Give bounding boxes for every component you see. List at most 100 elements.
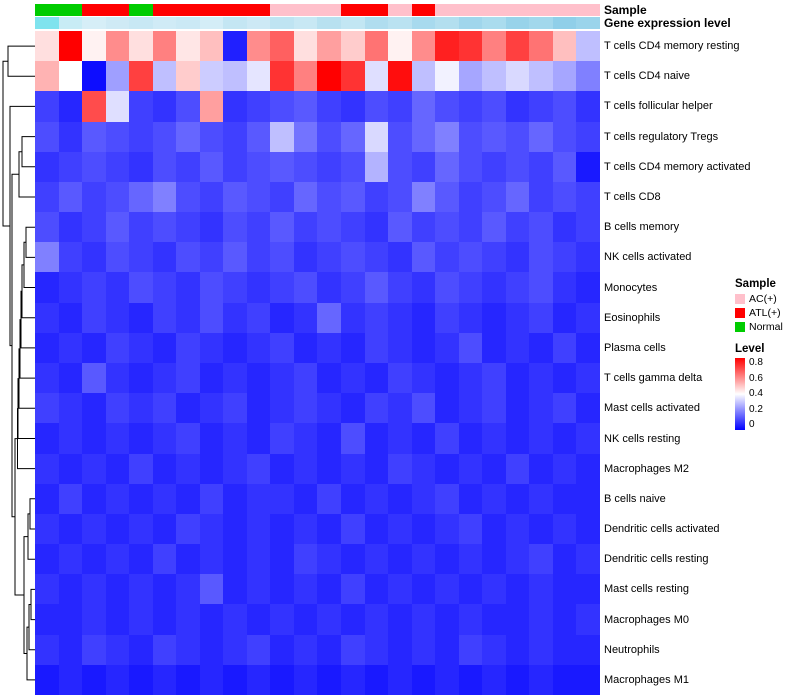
heatmap-cell <box>129 242 153 273</box>
heatmap-cell <box>199 302 224 333</box>
heatmap-cell <box>482 483 506 514</box>
row-label: Mast cells resting <box>604 583 689 596</box>
heatmap-cell <box>388 91 412 122</box>
sample-annotation-cell <box>176 4 200 16</box>
heatmap-cell <box>129 544 153 575</box>
row-label: Plasma cells <box>604 341 666 354</box>
heatmap-cell <box>293 453 318 484</box>
heatmap-cell <box>341 664 365 695</box>
expression-annotation-cell <box>199 17 224 29</box>
heatmap-cell <box>223 483 247 514</box>
heatmap-cell <box>505 664 530 695</box>
heatmap-cell <box>199 423 224 454</box>
heatmap-cell <box>246 574 271 605</box>
heatmap-cell <box>411 121 436 152</box>
heatmap-cell <box>505 544 530 575</box>
heatmap-cell <box>199 634 224 665</box>
heatmap-cell <box>388 393 412 424</box>
sample-annotation-cell <box>199 4 224 16</box>
heatmap-cell <box>552 31 577 62</box>
heatmap-cell <box>505 634 530 665</box>
heatmap-cell <box>176 121 200 152</box>
row-label: B cells naive <box>604 492 666 505</box>
heatmap-cell <box>293 664 318 695</box>
heatmap-cell <box>505 574 530 605</box>
legend-level-scale: 0.8 0.6 0.4 0.2 0 <box>735 358 797 430</box>
level-tick: 0.2 <box>749 403 763 415</box>
heatmap-cell <box>293 212 318 243</box>
heatmap-cell <box>82 302 106 333</box>
heatmap-cell <box>552 61 577 92</box>
heatmap-cell <box>293 574 318 605</box>
heatmap-cell <box>364 483 389 514</box>
heatmap-cell <box>388 544 412 575</box>
heatmap-cell <box>341 61 365 92</box>
heatmap-cell <box>411 332 436 363</box>
heatmap-cell <box>152 453 177 484</box>
heatmap-cell <box>505 272 530 303</box>
heatmap-cell <box>105 332 130 363</box>
heatmap-cell <box>364 212 389 243</box>
heatmap-cell <box>482 242 506 273</box>
heatmap-cell <box>364 181 389 213</box>
heatmap-cell <box>552 181 577 213</box>
heatmap-cell <box>223 31 247 62</box>
row-label: Mast cells activated <box>604 402 700 415</box>
heatmap-cell <box>129 272 153 303</box>
heatmap-cell <box>388 61 412 92</box>
row-label: T cells CD8 <box>604 191 661 204</box>
heatmap-cell <box>482 181 506 213</box>
heatmap-cell <box>317 423 342 454</box>
heatmap-cell <box>129 634 153 665</box>
heatmap-cell <box>82 181 106 213</box>
sample-annotation-cell <box>458 4 483 16</box>
row-label: Monocytes <box>604 281 658 294</box>
heatmap-cell <box>105 483 130 514</box>
heatmap-cell <box>435 513 459 545</box>
heatmap-cell <box>152 423 177 454</box>
heatmap-cell <box>82 423 106 454</box>
heatmap-cell <box>270 634 294 665</box>
heatmap-cell <box>82 453 106 484</box>
heatmap-cell <box>270 212 294 243</box>
heatmap-cell <box>317 212 342 243</box>
heatmap-cell <box>552 393 577 424</box>
heatmap-cell <box>552 483 577 514</box>
heatmap-cell <box>129 121 153 152</box>
heatmap-cell <box>270 151 294 182</box>
sample-annotation-cell <box>529 4 553 16</box>
heatmap-cell <box>223 91 247 122</box>
heatmap-cell <box>35 634 59 665</box>
heatmap-cell <box>576 664 600 695</box>
heatmap-cell <box>317 91 342 122</box>
heatmap-cell <box>411 31 436 62</box>
heatmap-cell <box>482 604 506 635</box>
heatmap-cell <box>364 544 389 575</box>
heatmap-cell <box>388 574 412 605</box>
heatmap-cell <box>317 31 342 62</box>
heatmap-cell <box>529 242 553 273</box>
heatmap-cell <box>246 121 271 152</box>
heatmap-cell <box>552 212 577 243</box>
heatmap-cell <box>82 544 106 575</box>
expression-annotation-cell <box>364 17 389 29</box>
heatmap-cell <box>576 362 600 394</box>
heatmap-cell <box>152 362 177 394</box>
legend-item-label: Normal <box>749 321 783 333</box>
heatmap-cell <box>176 634 200 665</box>
heatmap-cell <box>458 453 483 484</box>
heatmap-cell <box>411 242 436 273</box>
expression-annotation-cell <box>388 17 412 29</box>
heatmap-cell <box>411 634 436 665</box>
heatmap-cell <box>576 513 600 545</box>
heatmap-cell <box>270 604 294 635</box>
heatmap-grid <box>35 31 600 695</box>
heatmap-cell <box>482 453 506 484</box>
legend-color-swatch <box>735 294 745 304</box>
heatmap-cell <box>458 302 483 333</box>
expression-annotation-cell <box>270 17 294 29</box>
heatmap-cell <box>458 332 483 363</box>
heatmap-cell <box>458 91 483 122</box>
heatmap-cell <box>435 393 459 424</box>
heatmap-cell <box>341 212 365 243</box>
